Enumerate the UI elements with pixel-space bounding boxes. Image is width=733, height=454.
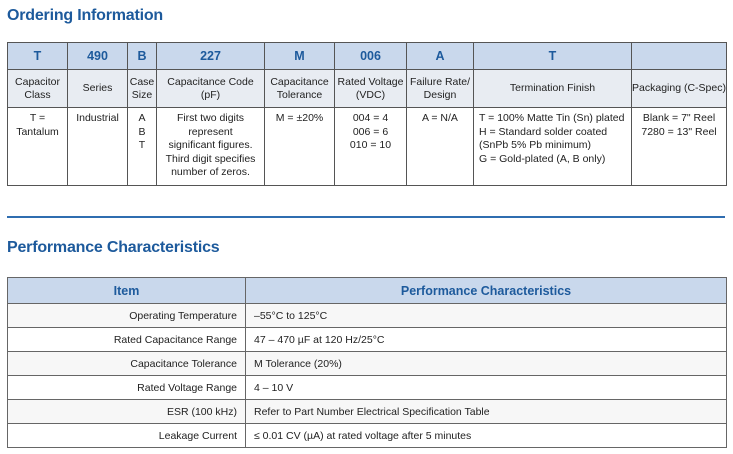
line: Industrial: [76, 112, 119, 124]
line: (SnPb 5% Pb minimum): [479, 139, 592, 151]
header-termination-finish: Termination Finish: [473, 69, 632, 108]
code-cell: T: [7, 42, 68, 70]
line: H = Standard solder coated: [479, 125, 608, 138]
line: Tantalum: [16, 125, 59, 138]
code-cell: T: [473, 42, 632, 70]
table-row: Rated Capacitance Range 47 – 470 µF at 1…: [7, 327, 727, 352]
value-cell: Refer to Part Number Electrical Specific…: [245, 399, 727, 424]
line: Third digit specifies: [165, 152, 256, 165]
code-cell: [631, 42, 727, 70]
body-row: T = Tantalum Industrial A B T First two …: [7, 107, 727, 186]
item-cell: ESR (100 kHz): [7, 399, 246, 424]
performance-header-row: Item Performance Characteristics: [7, 277, 727, 304]
code-cell: 006: [334, 42, 407, 70]
line: A: [138, 112, 146, 124]
code-cell: 490: [67, 42, 128, 70]
capacitor-class-cell: T = Tantalum: [7, 107, 68, 186]
header-row: Capacitor Class Series Case Size Capacit…: [7, 69, 727, 108]
code-cell: A: [406, 42, 474, 70]
header-capacitor-class: Capacitor Class: [7, 69, 68, 108]
header-capacitance-tolerance: Capacitance Tolerance: [264, 69, 335, 108]
item-cell: Leakage Current: [7, 423, 246, 448]
performance-characteristics-title: Performance Characteristics: [7, 239, 220, 256]
capacitance-code-cell: First two digits represent significant f…: [156, 107, 265, 186]
line: represent: [188, 125, 233, 138]
value-cell: 47 – 470 µF at 120 Hz/25°C: [245, 327, 727, 352]
performance-table: Item Performance Characteristics Operati…: [7, 277, 727, 448]
rated-voltage-cell: 004 = 4 006 = 6 010 = 10: [334, 107, 407, 186]
table-row: Operating Temperature –55°C to 125°C: [7, 303, 727, 328]
header-item: Item: [7, 277, 246, 304]
line: significant figures.: [168, 139, 253, 151]
item-cell: Operating Temperature: [7, 303, 246, 328]
line: T =: [29, 112, 46, 124]
header-failure-rate: Failure Rate/ Design: [406, 69, 474, 108]
ordering-table: T 490 B 227 M 006 A T Capacitor Class Se…: [7, 42, 727, 186]
line: 006 = 6: [352, 125, 389, 138]
value-cell: 4 – 10 V: [245, 375, 727, 400]
header-rated-voltage: Rated Voltage (VDC): [334, 69, 407, 108]
item-cell: Capacitance Tolerance: [7, 351, 246, 376]
line: A = N/A: [422, 112, 458, 124]
line: 004 = 4: [352, 112, 389, 124]
line: 010 = 10: [349, 139, 392, 151]
line: G = Gold-plated (A, B only): [479, 152, 606, 165]
tolerance-cell: M = ±20%: [264, 107, 335, 186]
line: B: [138, 125, 146, 138]
termination-cell: T = 100% Matte Tin (Sn) plated H = Stand…: [473, 107, 632, 186]
section-divider: [7, 216, 725, 218]
table-row: Rated Voltage Range 4 – 10 V: [7, 375, 727, 400]
header-series: Series: [67, 69, 128, 108]
case-size-cell: A B T: [127, 107, 157, 186]
failure-rate-cell: A = N/A: [406, 107, 474, 186]
line: M = ±20%: [275, 112, 324, 124]
header-capacitance-code: Capacitance Code (pF): [156, 69, 265, 108]
packaging-cell: Blank = 7" Reel 7280 = 13" Reel: [631, 107, 727, 186]
table-row: Capacitance Tolerance M Tolerance (20%): [7, 351, 727, 376]
item-cell: Rated Capacitance Range: [7, 327, 246, 352]
code-row: T 490 B 227 M 006 A T: [7, 42, 727, 70]
item-cell: Rated Voltage Range: [7, 375, 246, 400]
line: Blank = 7" Reel: [642, 112, 716, 124]
series-cell: Industrial: [67, 107, 128, 186]
header-performance: Performance Characteristics: [245, 277, 727, 304]
table-row: ESR (100 kHz) Refer to Part Number Elect…: [7, 399, 727, 424]
code-cell: 227: [156, 42, 265, 70]
line: First two digits: [176, 112, 245, 124]
header-case-size: Case Size: [127, 69, 157, 108]
ordering-information-title: Ordering Information: [7, 7, 164, 24]
code-cell: M: [264, 42, 335, 70]
line: T = 100% Matte Tin (Sn) plated: [479, 112, 625, 124]
line: 7280 = 13" Reel: [641, 125, 717, 138]
line: number of zeros.: [171, 166, 250, 178]
value-cell: –55°C to 125°C: [245, 303, 727, 328]
table-row: Leakage Current ≤ 0.01 CV (µA) at rated …: [7, 423, 727, 448]
value-cell: ≤ 0.01 CV (µA) at rated voltage after 5 …: [245, 423, 727, 448]
code-cell: B: [127, 42, 157, 70]
header-packaging: Packaging (C-Spec): [631, 69, 727, 108]
value-cell: M Tolerance (20%): [245, 351, 727, 376]
line: T: [138, 139, 146, 151]
